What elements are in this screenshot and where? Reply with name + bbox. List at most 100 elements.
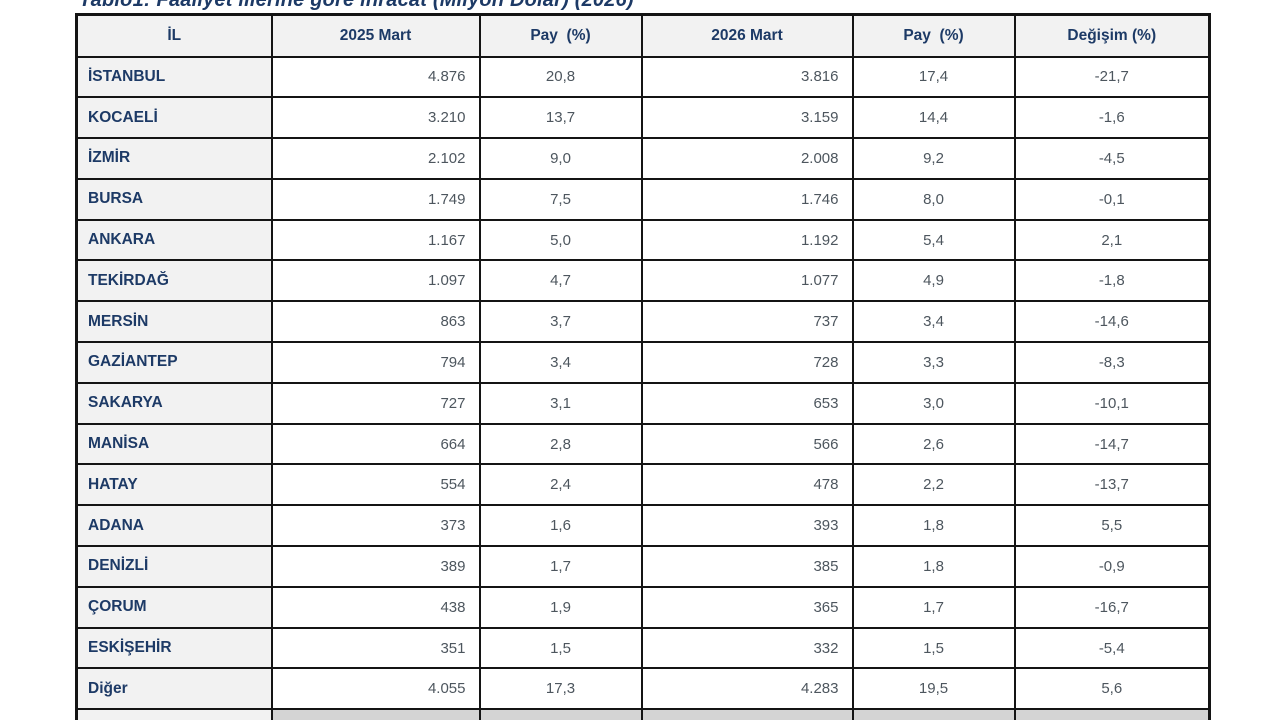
total-cell-empty: [478, 708, 643, 720]
value-cell: 1.097: [270, 259, 481, 303]
value-cell: 2.008: [640, 137, 854, 180]
value-cell: -1,6: [1013, 96, 1211, 140]
value-cell: 332: [640, 626, 854, 670]
table-row: TEKİRDAĞ 1.097 4,7 1.077 4,9 -1,8: [75, 259, 1211, 303]
value-cell: 5,4: [851, 218, 1016, 262]
value-cell: 7,5: [478, 177, 643, 221]
province-cell: ÇORUM: [75, 585, 273, 629]
value-cell: 4.876: [270, 55, 481, 99]
value-cell: 17,3: [478, 667, 643, 711]
value-cell: -0,1: [1013, 177, 1211, 221]
value-cell: -1,8: [1013, 259, 1211, 303]
value-cell: -13,7: [1013, 463, 1211, 507]
value-cell: 3,1: [478, 381, 643, 425]
value-cell: 1,8: [851, 504, 1016, 548]
column-header-pay-2025: Pay (%): [478, 13, 643, 58]
province-cell: İZMİR: [75, 137, 273, 180]
province-cell: İSTANBUL: [75, 55, 273, 99]
column-header-2025-mart: 2025 Mart: [270, 13, 481, 58]
table-row: MANİSA 664 2,8 566 2,6 -14,7: [75, 422, 1211, 466]
value-cell: 5,5: [1013, 504, 1211, 548]
value-cell: 3,7: [478, 300, 643, 344]
table-row: ÇORUM 438 1,9 365 1,7 -16,7: [75, 585, 1211, 629]
value-cell: 1,5: [478, 626, 643, 670]
value-cell: 20,8: [478, 55, 643, 99]
total-cell-empty: [851, 708, 1016, 720]
province-cell: SAKARYA: [75, 381, 273, 425]
page-title-text: Tablo1: Faaliyet illerine göre ihracat (…: [79, 0, 634, 11]
province-cell: GAZİANTEP: [75, 341, 273, 384]
value-cell: 2,1: [1013, 218, 1211, 262]
value-cell: 478: [640, 463, 854, 507]
value-cell: 1,5: [851, 626, 1016, 670]
value-cell: 728: [640, 341, 854, 384]
value-cell: -5,4: [1013, 626, 1211, 670]
value-cell: 4,7: [478, 259, 643, 303]
value-cell: 4.055: [270, 667, 481, 711]
value-cell: 2.102: [270, 137, 481, 180]
province-cell: KOCAELİ: [75, 96, 273, 140]
value-cell: 9,0: [478, 137, 643, 180]
table-row: ESKİŞEHİR 351 1,5 332 1,5 -5,4: [75, 626, 1211, 670]
value-cell: 389: [270, 545, 481, 588]
value-cell: 566: [640, 422, 854, 466]
table-header: İL 2025 Mart Pay (%) 2026 Mart Pay (%) D…: [75, 13, 1211, 58]
column-header-il: İL: [75, 13, 273, 58]
value-cell: 351: [270, 626, 481, 670]
value-cell: 19,5: [851, 667, 1016, 711]
table-row: Diğer 4.055 17,3 4.283 19,5 5,6: [75, 667, 1211, 711]
value-cell: 393: [640, 504, 854, 548]
value-cell: 3,4: [478, 341, 643, 384]
value-cell: 4.283: [640, 667, 854, 711]
value-cell: -8,3: [1013, 341, 1211, 384]
value-cell: 1.077: [640, 259, 854, 303]
table-body: İSTANBUL 4.876 20,8 3.816 17,4 -21,7 KOCAELİ 3.…: [75, 55, 1211, 711]
value-cell: 385: [640, 545, 854, 588]
value-cell: -14,6: [1013, 300, 1211, 344]
province-cell: Diğer: [75, 667, 273, 711]
value-cell: 1.192: [640, 218, 854, 262]
value-cell: -14,7: [1013, 422, 1211, 466]
value-cell: -21,7: [1013, 55, 1211, 99]
value-cell: 5,6: [1013, 667, 1211, 711]
table-row: KOCAELİ 3.210 13,7 3.159 14,4 -1,6: [75, 96, 1211, 140]
column-header-2026-mart: 2026 Mart: [640, 13, 854, 58]
value-cell: 14,4: [851, 96, 1016, 140]
value-cell: 1,7: [478, 545, 643, 588]
value-cell: 1.749: [270, 177, 481, 221]
table-row: İSTANBUL 4.876 20,8 3.816 17,4 -21,7: [75, 55, 1211, 99]
value-cell: 3,3: [851, 341, 1016, 384]
value-cell: 3.210: [270, 96, 481, 140]
value-cell: 1.746: [640, 177, 854, 221]
value-cell: 1,7: [851, 585, 1016, 629]
province-cell: DENİZLİ: [75, 545, 273, 588]
value-cell: 1,8: [851, 545, 1016, 588]
value-cell: 2,4: [478, 463, 643, 507]
table-row: BURSA 1.749 7,5 1.746 8,0 -0,1: [75, 177, 1211, 221]
page-title: Tablo1: Faaliyet illerine göre ihracat (…: [79, 0, 739, 13]
value-cell: 2,2: [851, 463, 1016, 507]
value-cell: -10,1: [1013, 381, 1211, 425]
column-header-pay-2026: Pay (%): [851, 13, 1016, 58]
column-header-degisim: Değişim (%): [1013, 13, 1211, 58]
value-cell: 373: [270, 504, 481, 548]
value-cell: 3,4: [851, 300, 1016, 344]
total-cell-empty: [640, 708, 854, 720]
table-row: MERSİN 863 3,7 737 3,4 -14,6: [75, 300, 1211, 344]
value-cell: 3.159: [640, 96, 854, 140]
province-cell: ADANA: [75, 504, 273, 548]
table-row: DENİZLİ 389 1,7 385 1,8 -0,9: [75, 545, 1211, 588]
value-cell: 1,6: [478, 504, 643, 548]
value-cell: 863: [270, 300, 481, 344]
province-cell: HATAY: [75, 463, 273, 507]
value-cell: 13,7: [478, 96, 643, 140]
table-row: HATAY 554 2,4 478 2,2 -13,7: [75, 463, 1211, 507]
value-cell: 5,0: [478, 218, 643, 262]
total-row-partial: [75, 708, 1211, 720]
value-cell: 4,9: [851, 259, 1016, 303]
export-table-container: İL 2025 Mart Pay (%) 2026 Mart Pay (%) D…: [75, 13, 1211, 720]
value-cell: 1.167: [270, 218, 481, 262]
value-cell: 438: [270, 585, 481, 629]
table-row: ADANA 373 1,6 393 1,8 5,5: [75, 504, 1211, 548]
